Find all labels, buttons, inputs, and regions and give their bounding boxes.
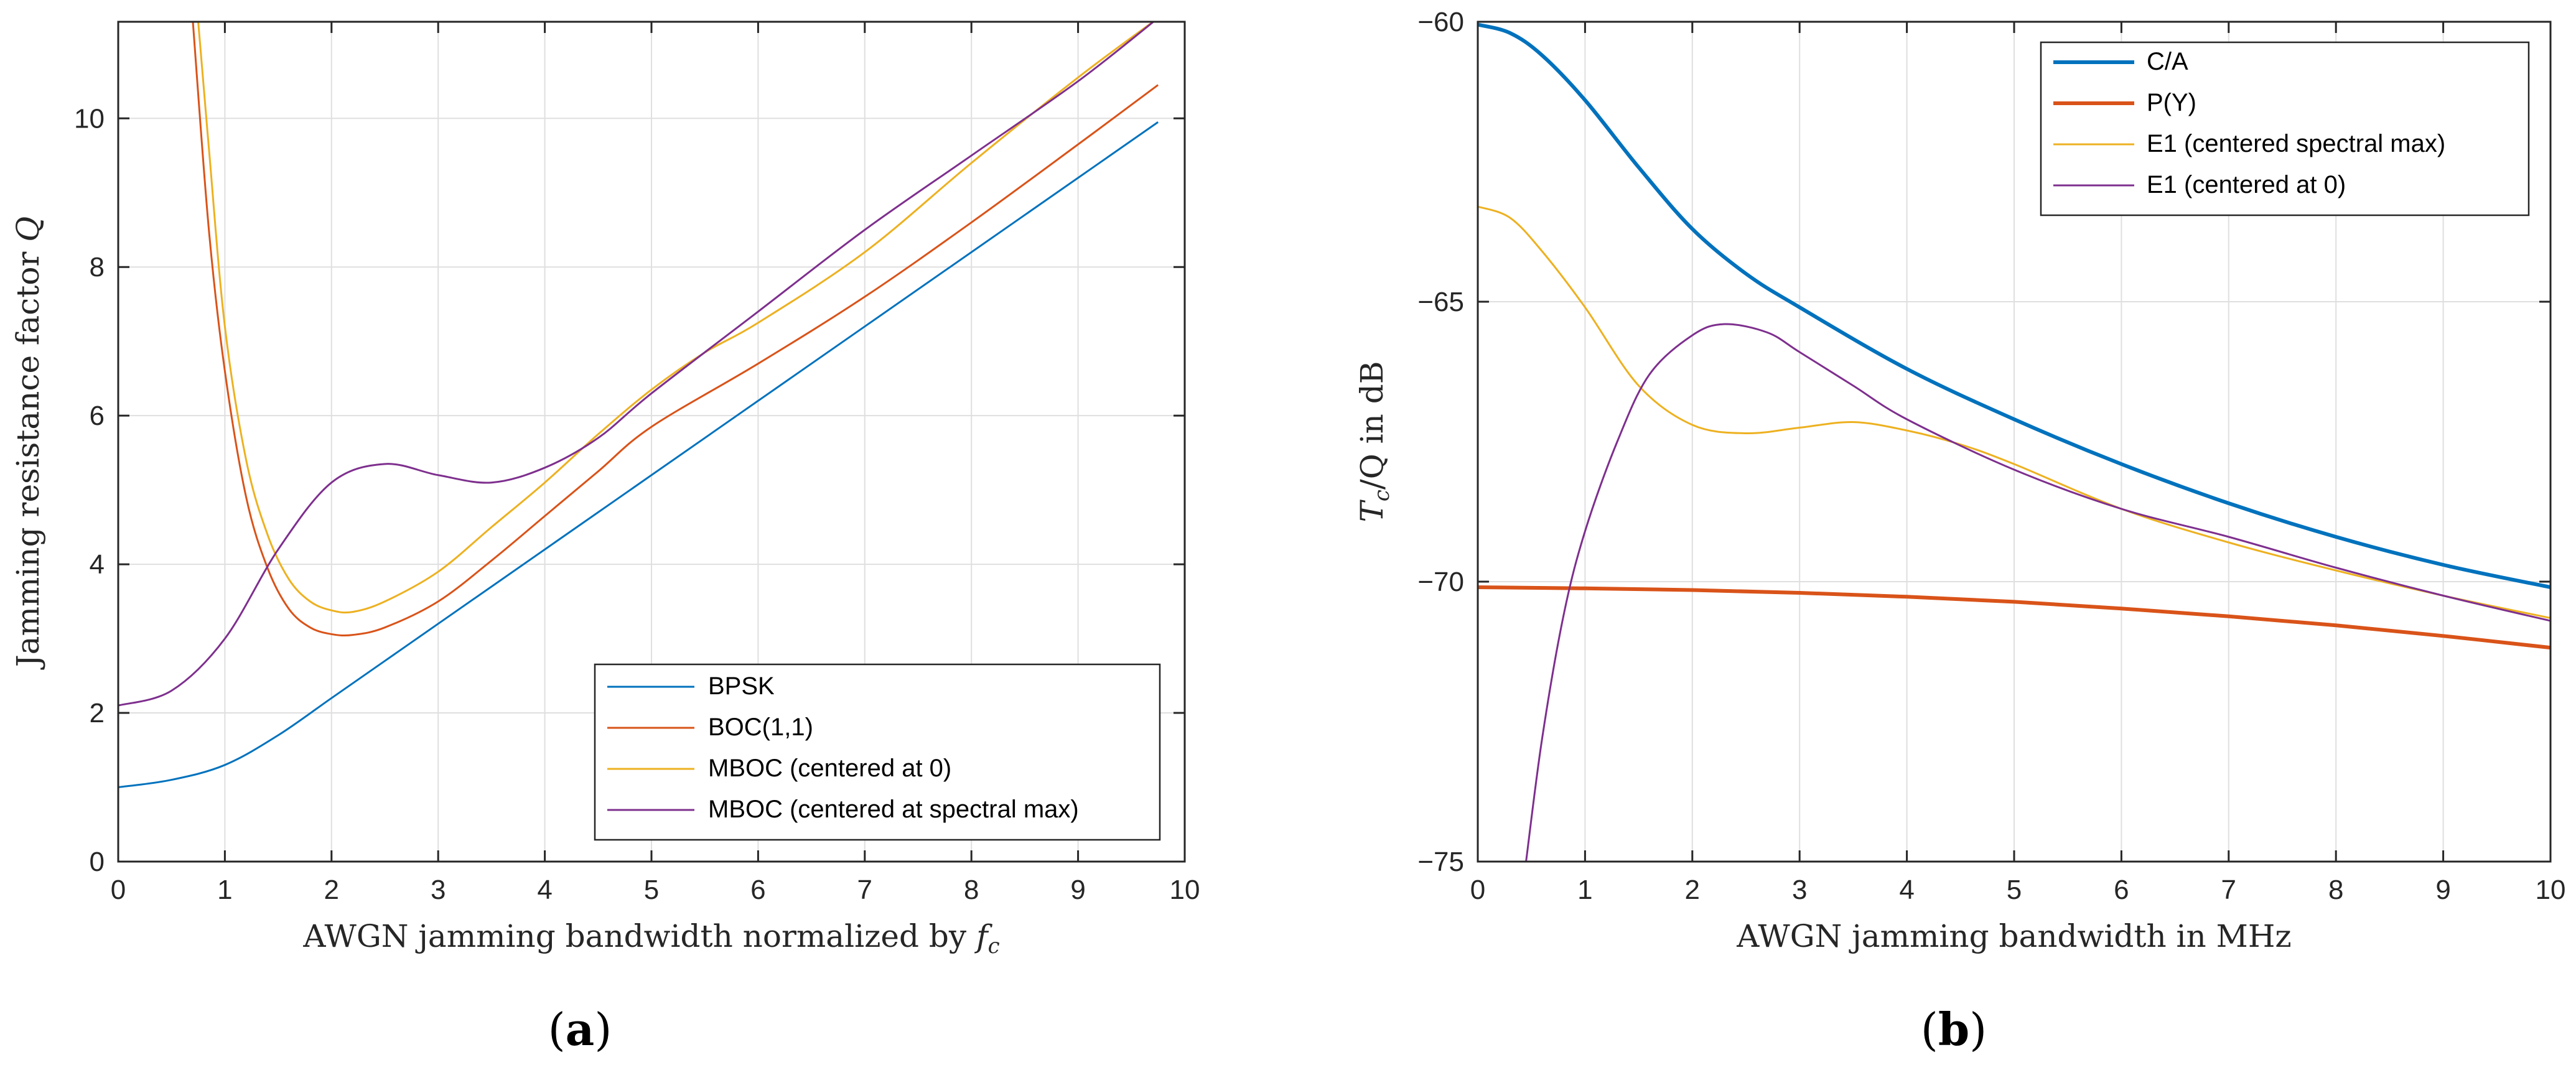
series-line-4 [118, 22, 1155, 707]
chart-a-x-axis-label-sub: c [988, 934, 1000, 959]
legend-label: BPSK [708, 672, 775, 700]
caption-b-close: ) [1969, 1003, 1987, 1056]
chart-a-legend: BPSK BOC(1,1) MBOC (centered at 0) MBOC (ce… [594, 663, 1161, 841]
chart-a-y-tick-labels: 0 2 4 6 8 10 [74, 103, 1185, 877]
x-tick-label: 1 [217, 875, 232, 905]
x-tick-label: 9 [1070, 875, 1085, 905]
chart-a-x-axis-label-text: AWGN jamming bandwidth normalized by [302, 918, 976, 954]
chart-b-x-tick-labels: 0 1 2 3 4 5 6 7 8 9 10 [1470, 22, 2566, 905]
x-tick-label: 10 [1170, 875, 1200, 905]
chart-b-legend-items: C/A P(Y) E1 (centered spectral max) E1 (cen… [2053, 48, 2445, 198]
chart-a-legend-items: BPSK BOC(1,1) MBOC (centered at 0) MBOC (ce… [607, 672, 1079, 823]
series-line-2 [1478, 585, 2550, 650]
chart-a-y-axis-label: Jamming resistance factor Q [10, 216, 46, 670]
chart-a-y-axis-label-text: Jamming resistance factor [10, 242, 46, 670]
series-line-3 [197, 22, 1155, 614]
series-line-1 [1478, 22, 2550, 589]
y-tick-label: 0 [90, 847, 105, 877]
x-tick-label: 3 [431, 875, 446, 905]
x-tick-label: 8 [964, 875, 979, 905]
chart-b-series [1478, 22, 2550, 862]
y-tick-label: 8 [90, 252, 105, 282]
chart-a-x-axis-label: AWGN jamming bandwidth normalized by fc [302, 918, 999, 959]
series-line-2 [192, 22, 1159, 637]
chart-b: 0 1 2 3 4 5 6 7 8 9 10 −75 −70 −65 −60 AWGN jamming b… [1354, 7, 2565, 954]
y-tick-label: 2 [90, 698, 105, 728]
x-tick-label: 2 [1685, 875, 1700, 905]
chart-b-y-axis-label-rest: /Q in dB [1354, 361, 1390, 490]
legend-label: MBOC (centered at 0) [708, 755, 951, 782]
x-tick-label: 5 [2007, 875, 2022, 905]
x-tick-label: 6 [2114, 875, 2129, 905]
chart-b-y-axis-label: Tc/Q in dB [1354, 361, 1394, 523]
y-tick-label: 10 [74, 103, 105, 134]
legend-label: C/A [2147, 48, 2188, 75]
legend-label: BOC(1,1) [708, 714, 813, 741]
x-tick-label: 5 [644, 875, 659, 905]
x-tick-label: 6 [750, 875, 765, 905]
y-tick-label: 4 [90, 549, 105, 580]
x-tick-label: 7 [857, 875, 872, 905]
y-tick-label: −70 [1417, 567, 1464, 597]
x-tick-label: 8 [2328, 875, 2343, 905]
y-tick-label: 6 [90, 401, 105, 431]
chart-a: 0 1 2 3 4 5 6 7 8 9 10 0 2 4 6 8 10 AWGN jamming bandwi… [10, 21, 1200, 959]
caption-a-close: ) [594, 1003, 612, 1056]
chart-b-y-axis-label-var: T [1354, 499, 1390, 522]
series-line-1 [118, 121, 1159, 789]
chart-b-x-axis-label: AWGN jamming bandwidth in MHz [1736, 918, 2292, 954]
caption-a-open: ( [548, 1003, 566, 1056]
x-tick-label: 3 [1792, 875, 1807, 905]
legend-label: MBOC (centered at spectral max) [708, 796, 1079, 823]
x-tick-label: 1 [1577, 875, 1592, 905]
chart-a-x-tick-labels: 0 1 2 3 4 5 6 7 8 9 10 [111, 22, 1200, 905]
x-tick-label: 0 [111, 875, 126, 905]
y-tick-label: −75 [1417, 847, 1464, 877]
x-tick-label: 4 [1899, 875, 1914, 905]
chart-b-legend-box [2040, 41, 2530, 216]
caption-a-letter: a [566, 1003, 595, 1056]
x-tick-label: 2 [324, 875, 339, 905]
x-tick-label: 7 [2221, 875, 2236, 905]
caption-b-open: ( [1921, 1003, 1938, 1056]
x-tick-label: 4 [537, 875, 552, 905]
x-tick-label: 10 [2536, 875, 2566, 905]
chart-b-y-tick-labels: −75 −70 −65 −60 [1417, 7, 2550, 877]
chart-a-series [118, 22, 1159, 789]
caption-b: (b) [1921, 1003, 1987, 1056]
chart-a-y-axis-label-var: Q [10, 216, 46, 242]
y-tick-label: −65 [1417, 287, 1464, 317]
legend-label: P(Y) [2147, 89, 2196, 116]
series-line-4 [1525, 323, 2550, 862]
y-tick-label: −60 [1417, 7, 1464, 37]
series-line-3 [1478, 205, 2550, 619]
x-tick-label: 0 [1470, 875, 1485, 905]
legend-label: E1 (centered at 0) [2147, 171, 2346, 198]
legend-label: E1 (centered spectral max) [2147, 130, 2445, 157]
chart-b-y-axis-label-sub: c [1370, 490, 1394, 501]
x-tick-label: 9 [2435, 875, 2450, 905]
caption-a: (a) [548, 1003, 612, 1056]
chart-b-legend: C/A P(Y) E1 (centered spectral max) E1 (cen… [2040, 41, 2530, 216]
caption-b-letter: b [1938, 1003, 1969, 1056]
